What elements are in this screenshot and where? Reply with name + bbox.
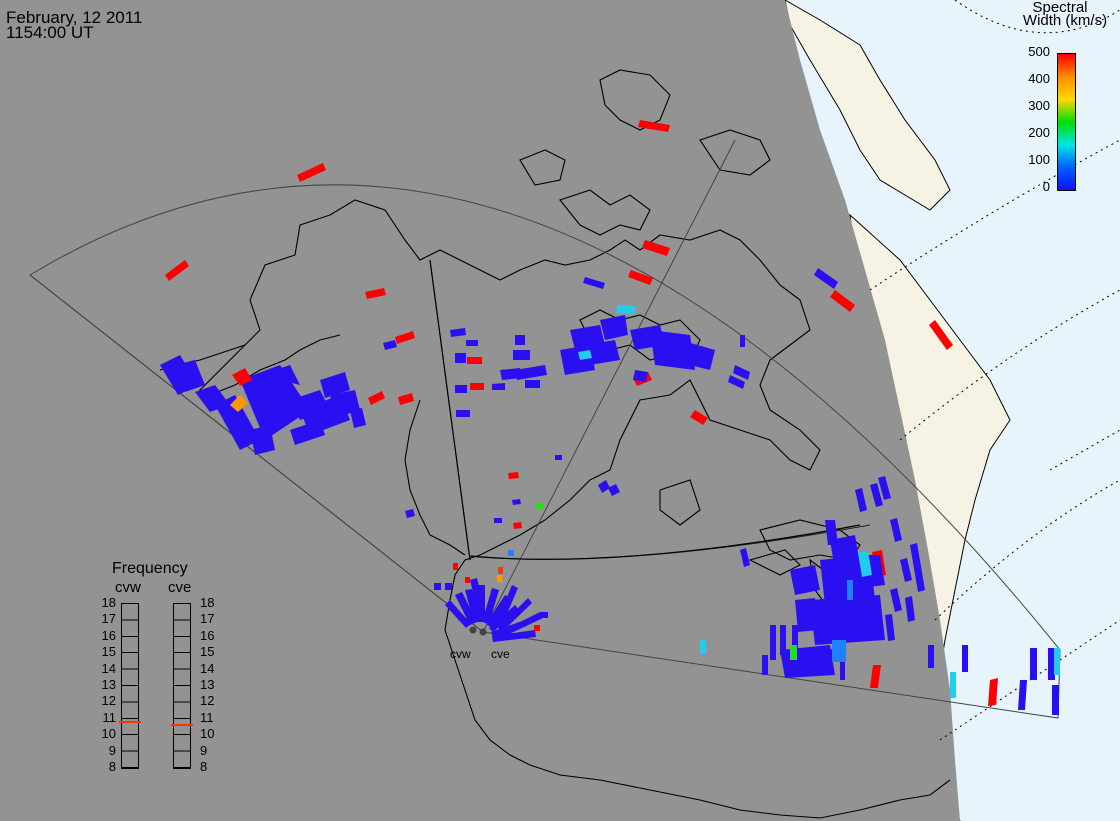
colorbar-tick-label: 500 (1028, 44, 1050, 59)
colorbar-gradient (1057, 53, 1076, 191)
frequency-tick-label: 12 (200, 693, 215, 709)
echo-cluster-central-cyan (578, 305, 636, 360)
colorbar-title-line2: Width (km/s) (1022, 12, 1108, 29)
colorbar-tick-label: 0 (1042, 179, 1050, 194)
frequency-tick-label: 8 (200, 759, 208, 774)
frequency-tick-label: 13 (101, 677, 116, 692)
frequency-tick-label: 14 (200, 660, 215, 676)
frequency-tick-label: 15 (200, 644, 215, 660)
colorbar-tick-label: 300 (1028, 98, 1050, 113)
frequency-tick-label: 12 (101, 693, 116, 709)
frequency-column-cve (173, 603, 191, 769)
echo-cluster-east-lightblue (832, 580, 853, 662)
frequency-tick-label: 10 (101, 726, 116, 742)
frequency-tick-label: 14 (101, 660, 116, 676)
frequency-tick-label: 18 (200, 595, 215, 610)
frequency-marker-cve (171, 724, 193, 727)
frequency-tick-label: 9 (108, 742, 116, 758)
boundary-lines (429, 259, 861, 561)
frequency-radar-right: cve (168, 579, 192, 596)
time-label: 1154:00 UT (6, 23, 94, 42)
colorbar-tick-label: 100 (1028, 152, 1050, 167)
echo-near-radar-color (453, 550, 540, 631)
frequency-tick-label: 16 (200, 627, 215, 643)
radar-echoes (160, 120, 1060, 715)
frequency-tick-label: 17 (101, 611, 116, 627)
radar-sites (469, 626, 487, 636)
night-shade (0, 0, 960, 821)
frequency-radar-left: cvw (115, 579, 141, 596)
echo-east-green (790, 645, 797, 660)
colorbar-title-line1: Spectral (1032, 0, 1088, 16)
frequency-column-cvw (121, 603, 139, 769)
echo-near-radar-fan (434, 578, 548, 642)
greenland-land (784, 0, 951, 211)
date-label: February, 12 2011 (6, 8, 143, 27)
echo-alaska-red (232, 368, 252, 386)
frequency-tick-label: 9 (200, 742, 208, 758)
frequency-tick-label: 18 (101, 595, 116, 610)
radar-site-west (469, 626, 477, 634)
colorbar-tick-label: 400 (1028, 71, 1050, 86)
echo-cluster-east-cyan (700, 551, 1060, 698)
frequency-tick-label: 17 (200, 611, 215, 627)
frequency-tick-label: 16 (101, 627, 116, 643)
echo-alaska-orange (230, 395, 248, 412)
frequency-tick-label: 8 (108, 759, 116, 774)
frequency-tick-label: 13 (200, 677, 215, 692)
frequency-tick-label: 15 (101, 644, 116, 660)
echo-cluster-central (383, 268, 838, 523)
frequency-tick-label: 10 (200, 726, 215, 742)
radar-site-east (479, 628, 487, 636)
echo-cluster-alaska (160, 355, 366, 455)
echo-green (536, 503, 544, 510)
radar-label-west: cvw (450, 647, 471, 661)
frequency-marker-cvw (119, 721, 141, 724)
frequency-title: Frequency (112, 560, 188, 577)
frequency-tick-label: 11 (102, 709, 117, 725)
frequency-tick-label: 11 (200, 709, 214, 725)
radar-label-east: cve (491, 647, 510, 661)
colorbar-tick-label: 200 (1028, 125, 1050, 140)
